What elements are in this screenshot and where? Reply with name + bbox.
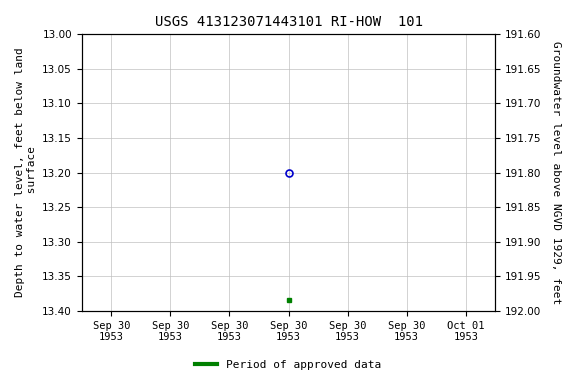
Legend: Period of approved data: Period of approved data bbox=[191, 356, 385, 375]
Y-axis label: Depth to water level, feet below land
 surface: Depth to water level, feet below land su… bbox=[15, 48, 37, 298]
Y-axis label: Groundwater level above NGVD 1929, feet: Groundwater level above NGVD 1929, feet bbox=[551, 41, 561, 304]
Title: USGS 413123071443101 RI-HOW  101: USGS 413123071443101 RI-HOW 101 bbox=[154, 15, 423, 29]
